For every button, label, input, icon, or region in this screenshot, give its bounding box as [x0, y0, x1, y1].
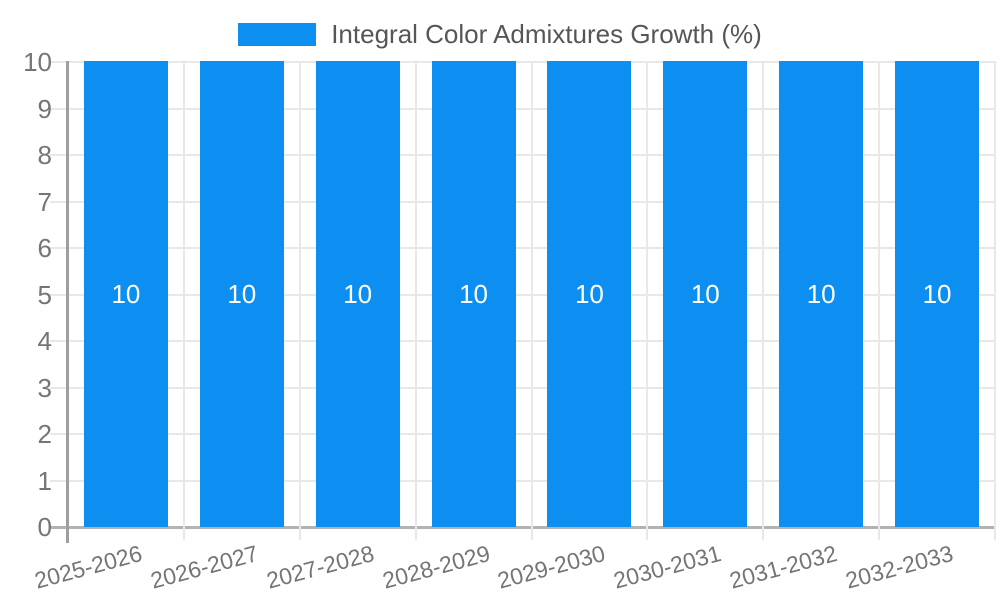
gridline-vertical	[994, 61, 996, 540]
gridline-horizontal	[50, 61, 995, 63]
x-axis-baseline	[50, 526, 995, 529]
bar[interactable]: 10	[431, 61, 516, 527]
bar-value-label: 10	[690, 278, 720, 309]
y-axis-tick-label: 7	[37, 186, 52, 217]
y-axis-tick-label: 1	[37, 465, 52, 496]
x-axis-tick-label: 2026-2027	[147, 540, 261, 594]
x-axis-tick-label: 2028-2029	[379, 540, 493, 594]
gridline-horizontal	[50, 154, 995, 156]
y-axis-tick-label: 4	[37, 326, 52, 356]
y-axis-tick-label: 10	[23, 47, 52, 77]
bar-value-label: 10	[459, 278, 489, 309]
y-axis-tick-label: 3	[37, 372, 52, 403]
bar-value-label: 10	[343, 278, 373, 309]
chart-legend: Integral Color Admixtures Growth (%)	[0, 19, 1000, 50]
bar[interactable]: 10	[779, 61, 864, 527]
bar[interactable]: 10	[199, 61, 284, 527]
y-axis-tick-label: 5	[37, 279, 52, 310]
y-axis-tick-label: 6	[37, 233, 52, 263]
x-axis-tick-label: 2029-2030	[495, 540, 609, 594]
y-axis-tick-label: 9	[37, 93, 52, 124]
bar-value-label: 10	[111, 278, 141, 309]
x-axis-tick-label: 2032-2033	[842, 540, 956, 594]
gridline-vertical	[414, 61, 417, 540]
gridline-horizontal	[50, 386, 995, 389]
gridline-vertical	[878, 61, 881, 540]
gridline-horizontal	[50, 479, 995, 482]
gridline-horizontal	[50, 200, 995, 203]
bar[interactable]: 10	[663, 61, 748, 527]
gridline-horizontal	[50, 293, 995, 296]
bar-value-label: 10	[574, 278, 604, 309]
gridline-vertical	[762, 61, 765, 540]
y-axis-tick-label: 0	[37, 512, 52, 542]
gridline-horizontal	[50, 247, 995, 249]
y-axis-line	[66, 61, 69, 543]
gridline-vertical	[182, 61, 185, 540]
y-axis-tick-label: 8	[37, 140, 52, 170]
legend-swatch[interactable]	[238, 23, 317, 46]
x-axis-tick-label: 2025-2026	[31, 540, 145, 594]
gridline-horizontal	[50, 433, 995, 435]
bar-value-label: 10	[227, 278, 257, 309]
gridline-vertical	[646, 61, 649, 540]
x-axis-tick-label: 2027-2028	[263, 540, 377, 594]
x-axis-tick-label: 2030-2031	[611, 540, 725, 594]
bar-value-label: 10	[922, 278, 952, 309]
bar-value-label: 10	[806, 278, 836, 309]
gridline-horizontal	[50, 340, 995, 342]
bar[interactable]: 10	[315, 61, 400, 527]
bar[interactable]: 10	[547, 61, 632, 527]
gridline-vertical	[298, 61, 301, 540]
gridline-vertical	[530, 61, 533, 540]
legend-label[interactable]: Integral Color Admixtures Growth (%)	[331, 19, 762, 49]
gridline-horizontal	[50, 107, 995, 110]
bar[interactable]: 10	[895, 61, 980, 527]
x-axis-tick-label: 2031-2032	[726, 540, 840, 594]
bar[interactable]: 10	[83, 61, 168, 527]
y-axis-tick-label: 2	[37, 419, 52, 449]
